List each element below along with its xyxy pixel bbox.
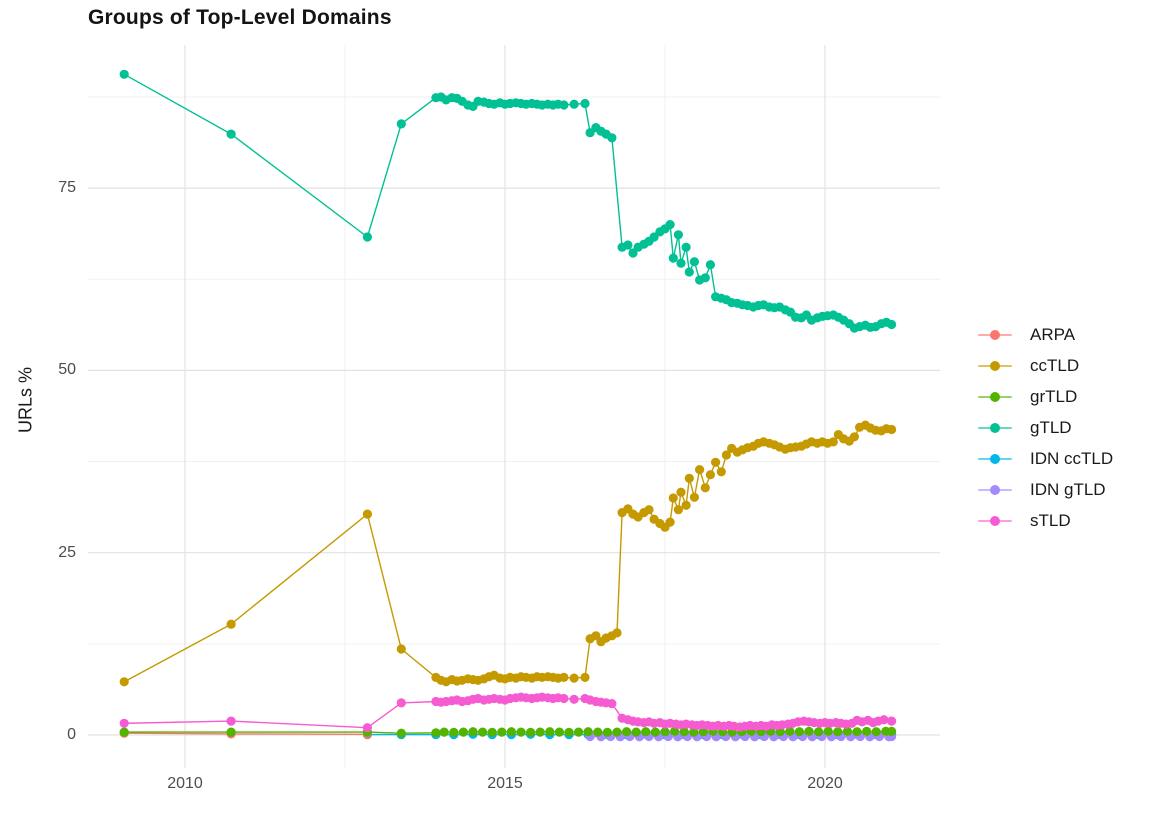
series-cctld xyxy=(119,420,897,687)
legend-item-gtld: gTLD xyxy=(978,412,1113,443)
y-tick-50: 50 xyxy=(58,361,76,378)
legend-key-idn-gtld-icon xyxy=(978,484,1012,496)
series-arpa xyxy=(119,728,372,739)
series-gtld xyxy=(119,69,897,333)
chart-title: Groups of Top-Level Domains xyxy=(88,6,392,29)
legend-label-idn-gtld: IDN gTLD xyxy=(1030,479,1106,499)
x-tick-2010: 2010 xyxy=(167,775,203,792)
legend-label-cctld: ccTLD xyxy=(1030,355,1080,375)
series-grtld xyxy=(119,726,897,738)
legend: ARPA ccTLD grTLD gTLD IDN ccTLD IDN gTLD… xyxy=(978,319,1113,536)
legend-key-stld-icon xyxy=(978,515,1012,527)
legend-item-idn-gtld: IDN gTLD xyxy=(978,474,1113,505)
series-idn-gtld xyxy=(585,731,897,742)
y-tick-0: 0 xyxy=(67,726,76,743)
legend-item-arpa: ARPA xyxy=(978,319,1113,350)
plot-area xyxy=(88,45,940,768)
legend-item-grtld: grTLD xyxy=(978,381,1113,412)
x-tick-2015: 2015 xyxy=(487,775,523,792)
legend-item-idn-cctld: IDN ccTLD xyxy=(978,443,1113,474)
legend-key-idn-cctld-icon xyxy=(978,453,1012,465)
x-tick-2020: 2020 xyxy=(807,775,843,792)
y-tick-75: 75 xyxy=(58,179,76,196)
legend-key-grtld-icon xyxy=(978,391,1012,403)
legend-key-cctld-icon xyxy=(978,360,1012,372)
legend-item-stld: sTLD xyxy=(978,505,1113,536)
legend-key-arpa-icon xyxy=(978,329,1012,341)
legend-label-stld: sTLD xyxy=(1030,510,1071,530)
legend-label-idn-cctld: IDN ccTLD xyxy=(1030,448,1114,468)
legend-label-grtld: grTLD xyxy=(1030,386,1078,406)
legend-label-gtld: gTLD xyxy=(1030,417,1072,437)
series-stld xyxy=(119,692,897,733)
legend-item-cctld: ccTLD xyxy=(978,350,1113,381)
legend-label-arpa: ARPA xyxy=(1030,324,1076,344)
legend-key-gtld-icon xyxy=(978,422,1012,434)
y-tick-25: 25 xyxy=(58,544,76,561)
